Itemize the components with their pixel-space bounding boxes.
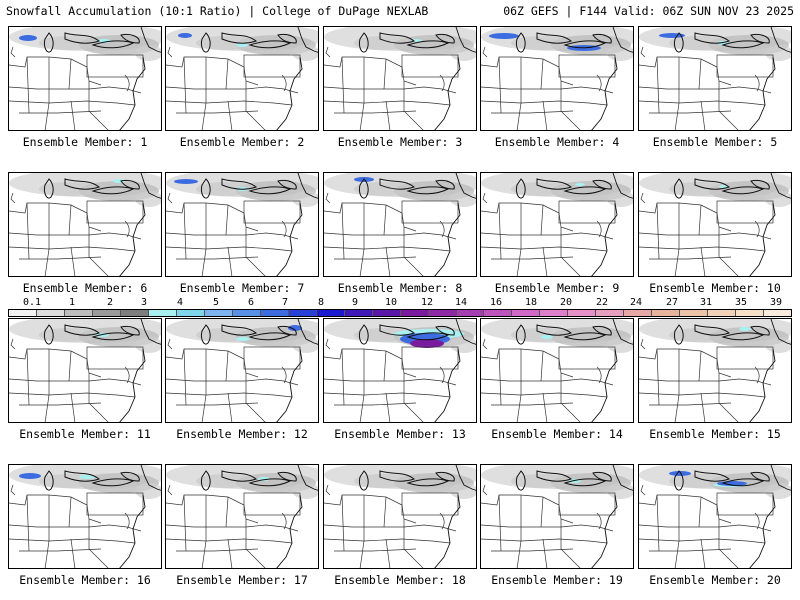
ensemble-member-label: Ensemble Member: 9 xyxy=(494,281,620,295)
ensemble-member-label: Ensemble Member: 19 xyxy=(491,573,623,587)
ensemble-member-map xyxy=(165,464,319,569)
legend-color-swatch xyxy=(148,310,177,316)
legend-color-swatch xyxy=(288,310,317,316)
legend-tick-label: 39 xyxy=(769,297,783,308)
legend-tick-label: 22 xyxy=(595,297,609,308)
ensemble-member-map xyxy=(165,318,319,423)
legend-color-swatch xyxy=(120,310,149,316)
legend-color-swatch xyxy=(456,310,485,316)
ensemble-member-map xyxy=(323,464,477,569)
legend-color-swatch xyxy=(260,310,289,316)
ensemble-member-label: Ensemble Member: 13 xyxy=(334,427,466,441)
legend-color-bar xyxy=(8,309,792,317)
legend-color-swatch xyxy=(680,310,709,316)
legend-color-swatch xyxy=(540,310,569,316)
legend-color-swatch xyxy=(400,310,429,316)
legend-tick-label: 10 xyxy=(384,297,398,308)
legend-tick-label: 20 xyxy=(559,297,573,308)
ensemble-member-label: Ensemble Member: 11 xyxy=(19,427,151,441)
ensemble-member-label: Ensemble Member: 2 xyxy=(179,135,305,149)
legend-color-swatch xyxy=(568,310,597,316)
legend-tick-label: 31 xyxy=(699,297,713,308)
ensemble-member-map xyxy=(638,464,792,569)
legend-color-swatch xyxy=(344,310,373,316)
ensemble-member-label: Ensemble Member: 16 xyxy=(19,573,151,587)
ensemble-member-map xyxy=(480,172,634,277)
ensemble-member-label: Ensemble Member: 3 xyxy=(337,135,463,149)
ensemble-member-label: Ensemble Member: 4 xyxy=(494,135,620,149)
legend-tick-label: 14 xyxy=(454,297,468,308)
ensemble-member-label: Ensemble Member: 6 xyxy=(22,281,148,295)
legend-color-swatch xyxy=(204,310,233,316)
ensemble-member-map xyxy=(323,26,477,131)
legend-tick-label: 16 xyxy=(489,297,503,308)
ensemble-member-map xyxy=(638,26,792,131)
ensemble-member-map xyxy=(480,464,634,569)
ensemble-member-map xyxy=(480,26,634,131)
snowfall-legend: 0.1 1 2 3 4 5 6 7 8 9 10 12 14 16 18 20 22 24 27 31 35 39 xyxy=(8,297,792,319)
legend-color-swatch xyxy=(232,310,261,316)
legend-color-swatch xyxy=(708,310,737,316)
legend-color-swatch xyxy=(512,310,541,316)
legend-color-swatch xyxy=(316,310,345,316)
legend-tick-label: 24 xyxy=(629,297,643,308)
legend-tick-label: 4 xyxy=(176,297,184,308)
ensemble-member-label: Ensemble Member: 12 xyxy=(176,427,308,441)
ensemble-member-map xyxy=(638,172,792,277)
ensemble-member-map xyxy=(323,172,477,277)
legend-tick-label: 1 xyxy=(68,297,76,308)
legend-color-swatch xyxy=(92,310,121,316)
ensemble-member-label: Ensemble Member: 14 xyxy=(491,427,623,441)
legend-color-swatch xyxy=(596,310,625,316)
legend-color-swatch xyxy=(428,310,457,316)
legend-tick-label: 35 xyxy=(734,297,748,308)
legend-color-swatch xyxy=(652,310,681,316)
legend-tick-label: 18 xyxy=(524,297,538,308)
legend-color-swatch xyxy=(36,310,65,316)
ensemble-member-label: Ensemble Member: 1 xyxy=(22,135,148,149)
legend-tick-label: 8 xyxy=(317,297,325,308)
ensemble-member-map xyxy=(638,318,792,423)
legend-color-swatch xyxy=(372,310,401,316)
ensemble-member-map xyxy=(8,318,162,423)
ensemble-member-label: Ensemble Member: 17 xyxy=(176,573,308,587)
ensemble-member-map xyxy=(8,172,162,277)
ensemble-member-label: Ensemble Member: 18 xyxy=(334,573,466,587)
ensemble-member-label: Ensemble Member: 5 xyxy=(652,135,778,149)
legend-tick-label: 0.1 xyxy=(22,297,42,308)
legend-color-swatch xyxy=(736,310,765,316)
legend-color-swatch xyxy=(624,310,653,316)
ensemble-member-map xyxy=(480,318,634,423)
model-run-info: 06Z GEFS | F144 Valid: 06Z SUN NOV 23 20… xyxy=(503,4,794,18)
ensemble-member-map xyxy=(8,464,162,569)
ensemble-member-label: Ensemble Member: 7 xyxy=(179,281,305,295)
ensemble-member-map xyxy=(323,318,477,423)
legend-color-swatch xyxy=(764,310,792,316)
legend-color-swatch xyxy=(9,310,37,316)
legend-color-swatch xyxy=(64,310,93,316)
ensemble-member-label: Ensemble Member: 10 xyxy=(649,281,781,295)
legend-color-swatch xyxy=(176,310,205,316)
legend-tick-label: 3 xyxy=(140,297,148,308)
ensemble-member-map xyxy=(165,26,319,131)
legend-tick-label: 5 xyxy=(212,297,220,308)
legend-color-swatch xyxy=(484,310,513,316)
ensemble-member-label: Ensemble Member: 15 xyxy=(649,427,781,441)
ensemble-member-label: Ensemble Member: 8 xyxy=(337,281,463,295)
map-title: Snowfall Accumulation (10:1 Ratio) | Col… xyxy=(6,4,429,18)
legend-tick-label: 27 xyxy=(665,297,679,308)
legend-tick-label: 2 xyxy=(106,297,114,308)
ensemble-member-map xyxy=(8,26,162,131)
legend-tick-label: 12 xyxy=(420,297,434,308)
legend-labels: 0.1 1 2 3 4 5 6 7 8 9 10 12 14 16 18 20 22 24 27 31 35 39 xyxy=(8,297,792,309)
legend-tick-label: 9 xyxy=(351,297,359,308)
ensemble-member-label: Ensemble Member: 20 xyxy=(649,573,781,587)
legend-tick-label: 7 xyxy=(281,297,289,308)
legend-tick-label: 6 xyxy=(247,297,255,308)
ensemble-member-map xyxy=(165,172,319,277)
